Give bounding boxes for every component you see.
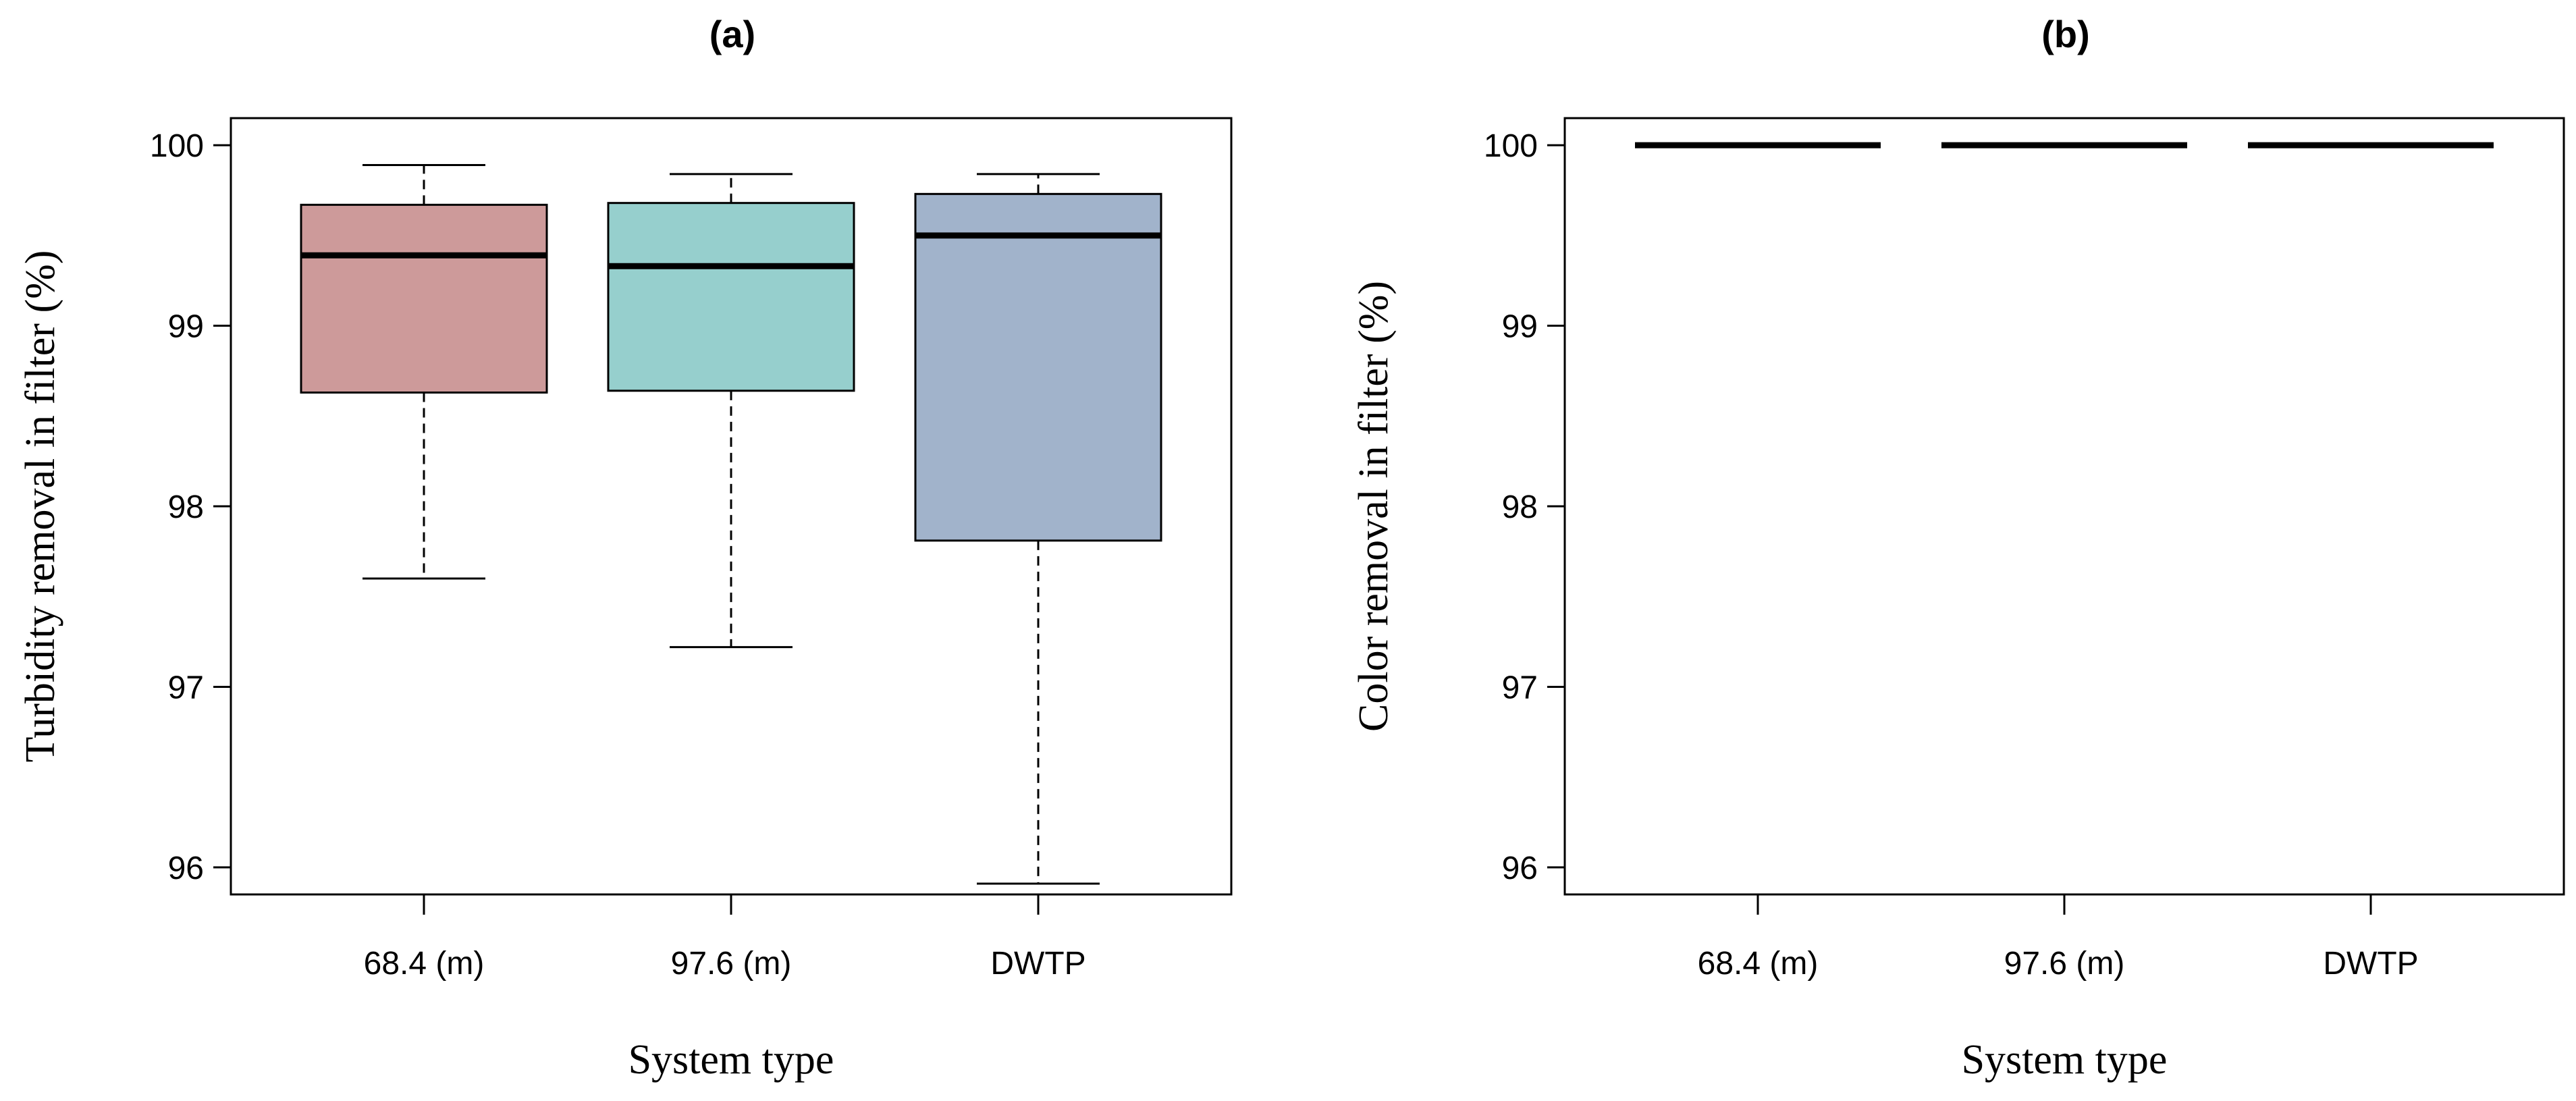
panel-a-y-tick-label: 98 <box>168 489 204 525</box>
iqr-box <box>914 192 1162 542</box>
panel-b-x-tick-label: DWTP <box>2323 946 2418 982</box>
panel-b-y-axis-title: Color removal in filter (%) <box>1351 281 1397 732</box>
panel-a-box-0 <box>300 164 548 580</box>
panel-a-x-tick-label: DWTP <box>990 946 1085 982</box>
panel-b-x-tick-label: 97.6 (m) <box>2004 946 2125 982</box>
panel-a-y-tick-label: 96 <box>168 851 204 886</box>
panel-a-x-tick-label: 97.6 (m) <box>671 946 792 982</box>
iqr-box <box>300 203 548 394</box>
panel-a-boxes <box>300 164 1162 885</box>
panel-b: (b) 96 97 98 99 100 68.4 (m) 97.6 (m) DWTP Sys… <box>1351 13 2565 1083</box>
panel-a-x-axis-title: System type <box>628 1037 834 1083</box>
panel-b-y-tick-label: 98 <box>1502 489 1538 525</box>
panel-a: (a) 96 97 98 99 100 68.4 (m) 97.6 (m) DWTP Sys… <box>18 13 1233 1083</box>
panel-b-plot-frame <box>1563 117 2565 896</box>
panel-b-title: (b) <box>2041 13 2090 55</box>
panel-b-y-tick-label: 97 <box>1502 670 1538 705</box>
panel-a-y-axis-title: Turbidity removal in filter (%) <box>18 250 63 763</box>
panel-b-x-tick-label: 68.4 (m) <box>1698 946 1819 982</box>
panel-a-x-axis: 68.4 (m) 97.6 (m) DWTP <box>364 894 1086 982</box>
panel-b-y-tick-label: 100 <box>1484 128 1538 164</box>
panel-a-y-tick-label: 99 <box>168 309 204 345</box>
panel-b-x-axis-title: System type <box>1962 1037 2168 1083</box>
panel-b-y-tick-label: 96 <box>1502 851 1538 886</box>
panel-a-box-1 <box>607 173 855 649</box>
panel-a-box-2 <box>914 173 1162 885</box>
panel-a-y-tick-label: 97 <box>168 670 204 705</box>
panel-b-y-tick-label: 99 <box>1502 309 1538 345</box>
panel-a-x-tick-label: 68.4 (m) <box>364 946 485 982</box>
iqr-box <box>607 202 855 392</box>
panel-a-y-tick-label: 100 <box>150 128 204 164</box>
panel-a-title: (a) <box>709 13 755 55</box>
panel-b-y-axis: 96 97 98 99 100 <box>1484 128 1565 886</box>
panel-a-y-axis: 96 97 98 99 100 <box>150 128 231 886</box>
panel-b-x-axis: 68.4 (m) 97.6 (m) DWTP <box>1698 894 2419 982</box>
